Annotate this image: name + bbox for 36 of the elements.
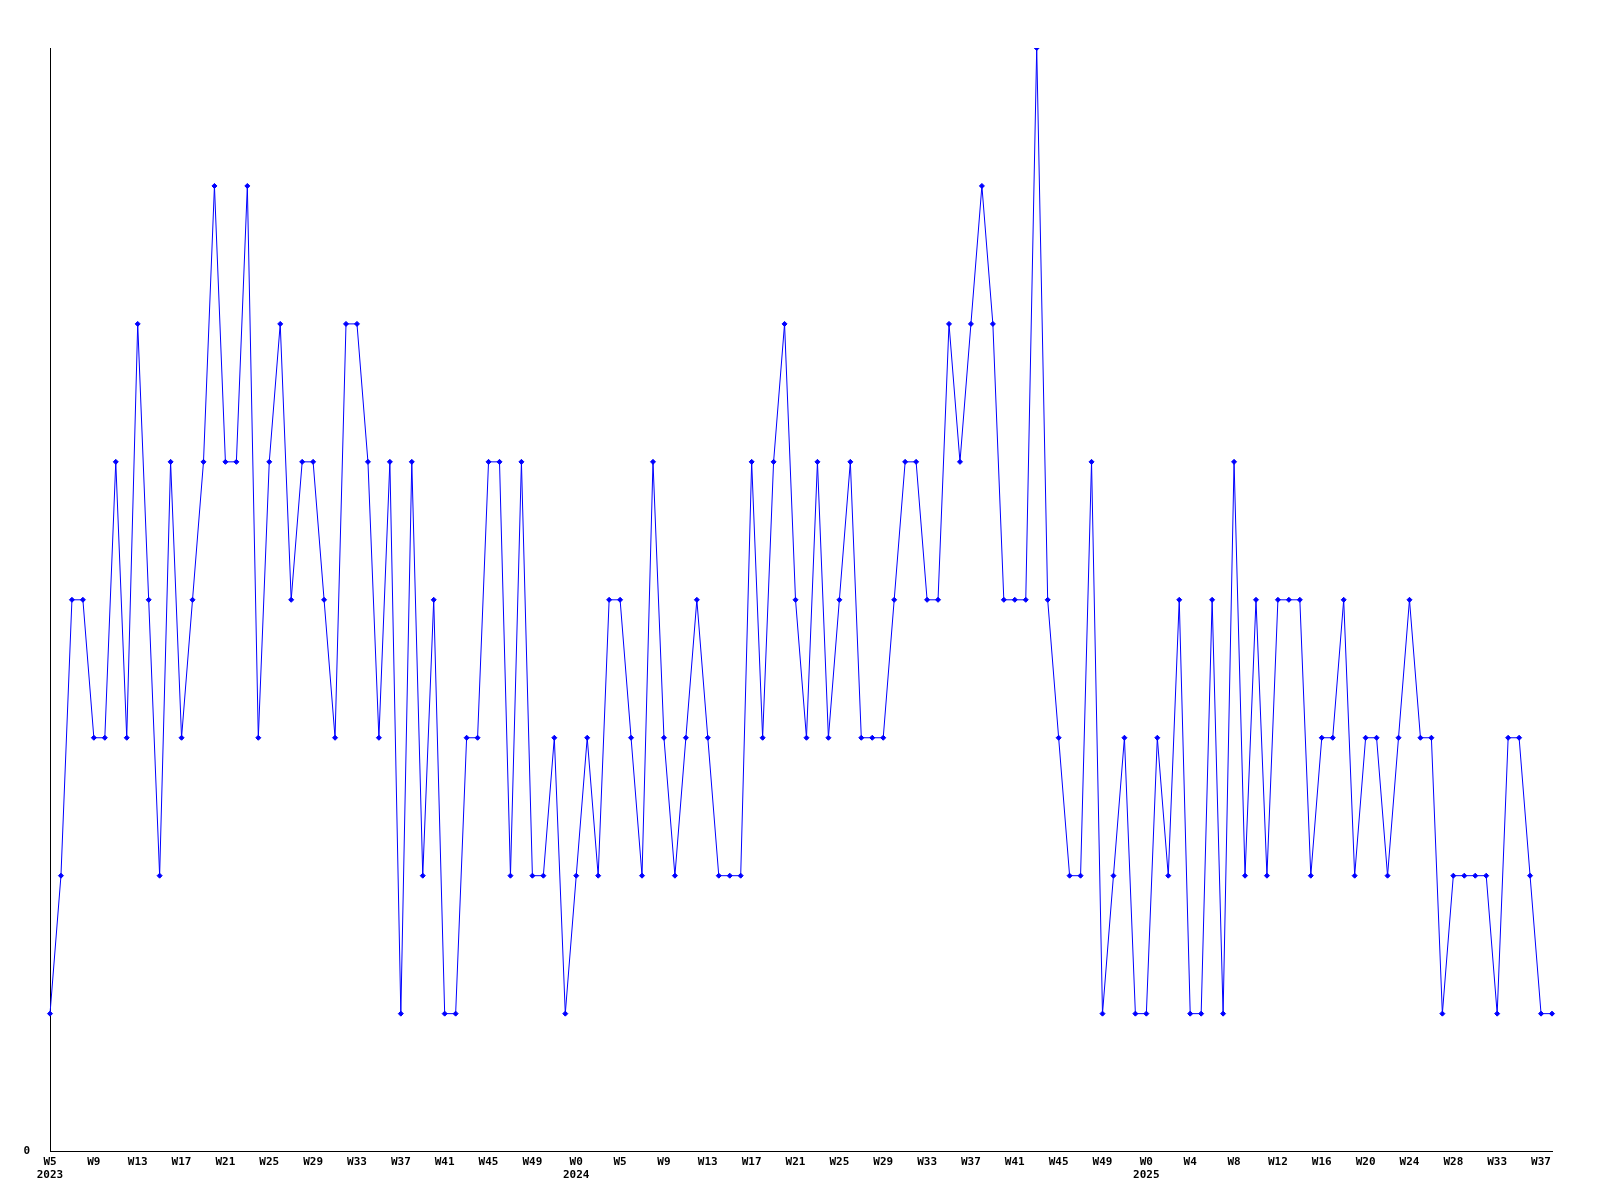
x-tick-label: W20 [1355, 1155, 1376, 1169]
x-tick-label: W17 [171, 1155, 192, 1169]
x-tick-label: W37 [390, 1155, 411, 1169]
x-tick-label: W0 2025 [1133, 1155, 1160, 1182]
x-tick-label: W25 [829, 1155, 850, 1169]
x-tick-label: W17 [741, 1155, 762, 1169]
x-tick-label: W21 [215, 1155, 236, 1169]
x-tick-label: W28 [1443, 1155, 1464, 1169]
x-tick-label: W33 [917, 1155, 938, 1169]
x-tick-label: W4 [1183, 1155, 1198, 1169]
x-tick-label: W9 [657, 1155, 671, 1169]
x-tick-label: W16 [1311, 1155, 1333, 1169]
x-tick-label: W29 [303, 1155, 324, 1169]
x-tick-label: W5 [613, 1155, 627, 1169]
x-tick-label: W33 [347, 1155, 367, 1169]
x-tick-label: W41 [434, 1155, 455, 1169]
x-tick-label: W12 [1267, 1155, 1288, 1169]
x-tick-label: W33 [1487, 1155, 1508, 1169]
x-tick-label: W13 [697, 1155, 718, 1169]
x-tick-label: W25 [259, 1155, 280, 1169]
x-tick-label: W8 [1227, 1155, 1241, 1169]
text: 0 [23, 1144, 30, 1158]
x-tick-label: W24 [1399, 1155, 1420, 1169]
x-tick-label: W29 [873, 1155, 894, 1169]
x-tick-label: W37 [1531, 1155, 1551, 1169]
x-tick-label: W45 [478, 1155, 499, 1169]
x-tick-label: W0 2024 [563, 1155, 590, 1182]
x-tick-label: W41 [1004, 1155, 1026, 1169]
x-tick-label: W49 [1092, 1155, 1113, 1169]
x-tick-label: W49 [522, 1155, 543, 1169]
x-tick-label: W13 [127, 1155, 148, 1169]
x-tick-label: W45 [1048, 1155, 1069, 1169]
x-tick-label: W5 2023 [36, 1155, 64, 1182]
x-tick-label: W9 [87, 1155, 101, 1169]
x-tick-label: W21 [785, 1155, 806, 1169]
x-tick-label: W37 [961, 1155, 981, 1169]
